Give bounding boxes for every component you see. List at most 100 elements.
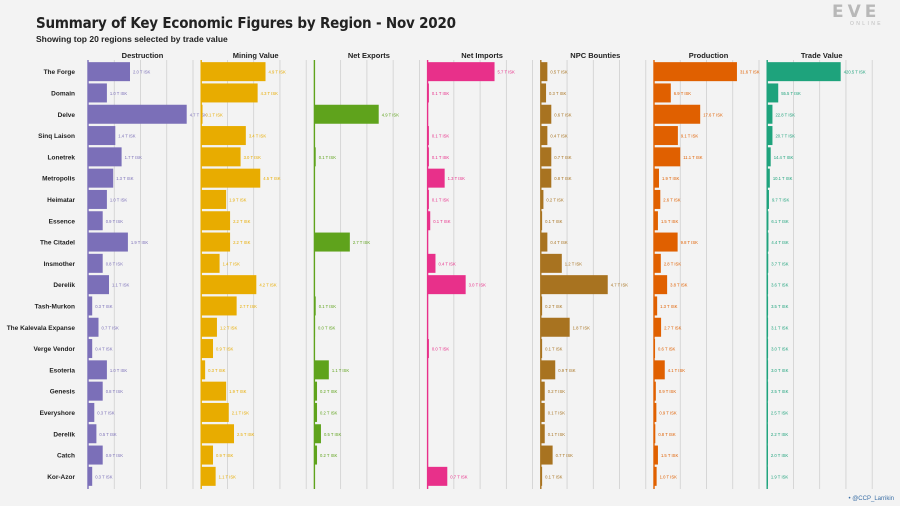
data-label: 2.5 T ISK (237, 432, 255, 437)
panel-net-imports: Net Imports 5.7 T ISK 0.1 T ISK 0.1 T ISK 0.… (426, 51, 533, 489)
data-label: 420.5 T ISK (844, 70, 866, 75)
data-label: 2.7 T ISK (664, 325, 682, 330)
data-label: 0.3 T ISK (97, 410, 115, 415)
bar (427, 147, 429, 167)
bar (314, 296, 316, 316)
data-label: 1.1 T ISK (112, 283, 130, 288)
bar (767, 296, 769, 316)
bar (88, 317, 99, 337)
bar (540, 253, 562, 273)
bar (201, 126, 246, 146)
data-label: 0.9 T ISK (106, 453, 124, 458)
data-label: 0.8 T ISK (106, 389, 124, 394)
bar (314, 232, 350, 252)
region-label: Verge Vendor (33, 346, 75, 353)
data-label: 0.7 T ISK (450, 474, 468, 479)
bar (314, 424, 321, 444)
bar (654, 360, 665, 380)
data-label: 1.9 T ISK (662, 176, 680, 181)
data-label: 3.0 T ISK (771, 368, 789, 373)
data-label: 0.9 T ISK (659, 410, 677, 415)
bar (767, 104, 773, 124)
bar (767, 189, 769, 209)
bar (314, 104, 379, 124)
region-label: Derelik (53, 282, 75, 289)
bar (654, 168, 659, 188)
bar (201, 211, 231, 231)
data-label: 55.5 T ISK (781, 91, 801, 96)
data-label: 4.7 T ISK (190, 112, 208, 117)
data-label: 4.9 T ISK (382, 112, 400, 117)
data-label: 1.3 T ISK (116, 176, 134, 181)
bar (540, 189, 544, 209)
bar (654, 126, 678, 146)
data-label: 0.1 T ISK (432, 134, 450, 139)
data-label: 0.2 T ISK (320, 389, 338, 394)
bar (540, 62, 548, 82)
data-label: 1.8 T ISK (573, 325, 591, 330)
data-label: 6.9 T ISK (674, 91, 692, 96)
bar (767, 275, 769, 295)
logo-sub: ONLINE (850, 21, 884, 27)
region-label: Catch (57, 453, 75, 460)
data-label: 0.1 T ISK (432, 197, 450, 202)
data-label: 2.7 T ISK (353, 240, 371, 245)
data-label: 0.8 T ISK (658, 432, 676, 437)
bar (314, 381, 318, 401)
data-label: 0.5 T ISK (99, 432, 117, 437)
eve-online-logo: EVE ONLINE (832, 4, 888, 28)
data-label: 3.6 T ISK (771, 283, 789, 288)
bar (201, 296, 237, 316)
data-label: 1.0 T ISK (110, 197, 128, 202)
bar (654, 189, 661, 209)
data-label: 1.1 T ISK (332, 368, 350, 373)
bar (201, 62, 266, 82)
bar (201, 360, 206, 380)
bar (767, 83, 779, 103)
bar (201, 275, 257, 295)
bar (427, 466, 448, 486)
data-label: 1.2 T ISK (565, 261, 583, 266)
data-label: 4.3 T ISK (261, 91, 279, 96)
data-label: 2.2 T ISK (233, 240, 251, 245)
bar (540, 296, 543, 316)
data-label: 0.7 T ISK (554, 155, 572, 160)
panel-mining-value: Mining Value 4.9 T ISK 4.3 T ISK 0.1 T ISK 3… (200, 51, 307, 489)
data-label: 1.5 T ISK (661, 453, 679, 458)
bar (654, 296, 658, 316)
bar (88, 189, 107, 209)
region-label: Everyshore (40, 410, 76, 417)
data-label: 0.1 T ISK (545, 347, 563, 352)
bar (88, 253, 103, 273)
panel-net-exports: Net Exports 4.9 T ISK 0.1 T ISK 2.7 T ISK 0.… (313, 51, 420, 489)
region-label: The Kalevala Expanse (7, 325, 76, 332)
data-label: 0.2 T ISK (320, 410, 338, 415)
bar (540, 83, 547, 103)
bar (767, 360, 769, 380)
bar (654, 147, 681, 167)
data-label: 0.1 T ISK (319, 304, 337, 309)
region-label: Heimatar (47, 197, 75, 204)
data-label: 3.5 T ISK (771, 304, 789, 309)
bar (201, 339, 214, 359)
bar (201, 445, 214, 465)
bar (427, 83, 429, 103)
bar (88, 296, 93, 316)
bar (654, 62, 737, 82)
bar (654, 466, 657, 486)
data-label: 2.2 T ISK (771, 432, 789, 437)
bar (767, 232, 769, 252)
bar (201, 147, 241, 167)
bar (767, 381, 769, 401)
bar (201, 83, 258, 103)
bar (654, 317, 662, 337)
chart-title: Summary of Key Economic Figures by Regio… (36, 14, 456, 32)
data-label: 0.3 T ISK (95, 304, 113, 309)
bar (540, 275, 608, 295)
bar (201, 168, 261, 188)
data-label: 3.4 T ISK (249, 134, 267, 139)
bar (427, 275, 466, 295)
bar (201, 381, 227, 401)
data-label: 0.2 T ISK (548, 389, 566, 394)
bar (88, 402, 95, 422)
